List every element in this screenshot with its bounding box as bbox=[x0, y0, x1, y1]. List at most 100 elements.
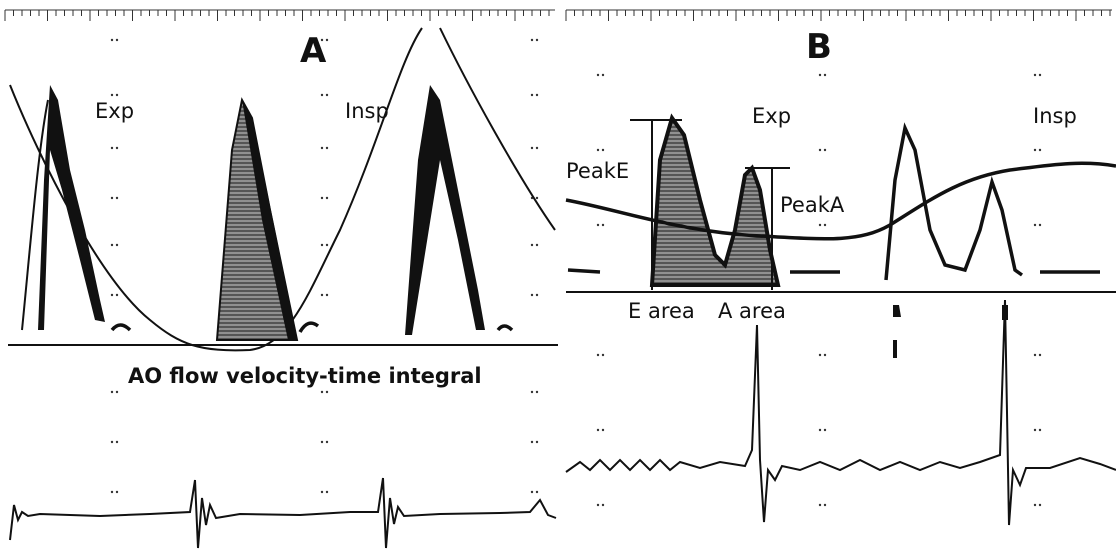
grid-dot bbox=[536, 197, 538, 199]
grid-dot bbox=[536, 244, 538, 246]
grid-dot bbox=[819, 354, 821, 356]
grid-dot bbox=[111, 39, 113, 41]
grid-dot bbox=[819, 149, 821, 151]
grid-dot bbox=[597, 429, 599, 431]
grid-dot bbox=[111, 244, 113, 246]
grid-dot bbox=[602, 504, 604, 506]
grid-dot bbox=[321, 244, 323, 246]
grid-dot bbox=[321, 94, 323, 96]
grid-dot bbox=[531, 491, 533, 493]
grid-dot bbox=[824, 354, 826, 356]
grid-dot bbox=[602, 149, 604, 151]
insp-label: Insp bbox=[345, 99, 389, 123]
grid-dot bbox=[536, 491, 538, 493]
grid-dot bbox=[321, 294, 323, 296]
grid-dot bbox=[326, 391, 328, 393]
grid-dot bbox=[116, 294, 118, 296]
peak-a-label: PeakA bbox=[780, 193, 845, 217]
peak-e-label: PeakE bbox=[566, 159, 629, 183]
grid-dot bbox=[326, 491, 328, 493]
figure: A Exp Insp AO flow velocity-time integra… bbox=[0, 0, 1116, 549]
grid-dot bbox=[531, 244, 533, 246]
panel-b: B Exp Insp PeakE PeakA E area A area bbox=[566, 27, 1116, 525]
grid-dot bbox=[116, 147, 118, 149]
hatched-peaks bbox=[652, 118, 778, 285]
grid-dot bbox=[1039, 354, 1041, 356]
grid-dot bbox=[602, 224, 604, 226]
grid-dot bbox=[536, 94, 538, 96]
grid-dot bbox=[1039, 74, 1041, 76]
grid-dot bbox=[824, 429, 826, 431]
grid-dot bbox=[321, 491, 323, 493]
artifacts bbox=[893, 305, 1008, 358]
grid-dot bbox=[326, 441, 328, 443]
grid-dot bbox=[531, 147, 533, 149]
panel-a: A Exp Insp AO flow velocity-time integra… bbox=[8, 28, 558, 548]
grid-dot bbox=[1034, 224, 1036, 226]
grid-dot bbox=[111, 491, 113, 493]
grid-dot bbox=[531, 39, 533, 41]
grid-dot bbox=[819, 429, 821, 431]
grid-dot bbox=[1039, 224, 1041, 226]
grid-dot bbox=[536, 39, 538, 41]
grid-dot bbox=[326, 294, 328, 296]
grid-dot bbox=[321, 197, 323, 199]
doppler-peaks bbox=[886, 128, 1022, 280]
grid-dot bbox=[531, 441, 533, 443]
grid-dot bbox=[597, 504, 599, 506]
grid-dot bbox=[531, 391, 533, 393]
grid-dot bbox=[1034, 74, 1036, 76]
grid-dot bbox=[111, 294, 113, 296]
grid-dot bbox=[111, 94, 113, 96]
panel-label: B bbox=[806, 27, 832, 67]
grid-dot bbox=[116, 491, 118, 493]
grid-dot bbox=[321, 391, 323, 393]
exp-label: Exp bbox=[752, 104, 791, 128]
grid-dot bbox=[1034, 149, 1036, 151]
grid-dot bbox=[597, 224, 599, 226]
grid-dot bbox=[602, 74, 604, 76]
grid-dot bbox=[111, 391, 113, 393]
grid-dot bbox=[1039, 429, 1041, 431]
insp-label: Insp bbox=[1033, 104, 1077, 128]
grid-dot bbox=[824, 149, 826, 151]
grid-dot bbox=[111, 441, 113, 443]
grid-dot bbox=[824, 224, 826, 226]
grid-dot bbox=[1034, 354, 1036, 356]
grid-dot bbox=[824, 74, 826, 76]
e-area-label: E area bbox=[628, 299, 695, 323]
grid-dot bbox=[116, 197, 118, 199]
grid-dot bbox=[111, 197, 113, 199]
grid-dot bbox=[326, 244, 328, 246]
grid-dot bbox=[597, 74, 599, 76]
exp-label: Exp bbox=[95, 99, 134, 123]
grid-dot bbox=[597, 149, 599, 151]
grid-dot bbox=[536, 147, 538, 149]
grid-dot bbox=[819, 224, 821, 226]
grid-dot bbox=[531, 294, 533, 296]
a-area-label: A area bbox=[718, 299, 786, 323]
doppler-peak bbox=[405, 85, 485, 335]
grid-dot bbox=[116, 39, 118, 41]
grid-dot bbox=[1039, 504, 1041, 506]
grid-dot bbox=[326, 147, 328, 149]
grid-dot bbox=[111, 147, 113, 149]
grid-dot bbox=[326, 197, 328, 199]
grid-dot bbox=[819, 74, 821, 76]
grid-dot bbox=[1034, 504, 1036, 506]
grid-dot bbox=[1034, 429, 1036, 431]
grid-dot bbox=[597, 354, 599, 356]
grid-dot bbox=[824, 504, 826, 506]
noise bbox=[112, 323, 512, 332]
grid-dot bbox=[602, 429, 604, 431]
grid-dot bbox=[819, 504, 821, 506]
grid-dot bbox=[116, 94, 118, 96]
grid-dot bbox=[536, 294, 538, 296]
grid-dot bbox=[321, 441, 323, 443]
grid-dot bbox=[602, 354, 604, 356]
grid-dot bbox=[536, 441, 538, 443]
caption: AO flow velocity-time integral bbox=[128, 364, 482, 388]
grid-dot bbox=[116, 391, 118, 393]
ecg bbox=[10, 478, 556, 548]
decorations bbox=[5, 10, 1112, 506]
